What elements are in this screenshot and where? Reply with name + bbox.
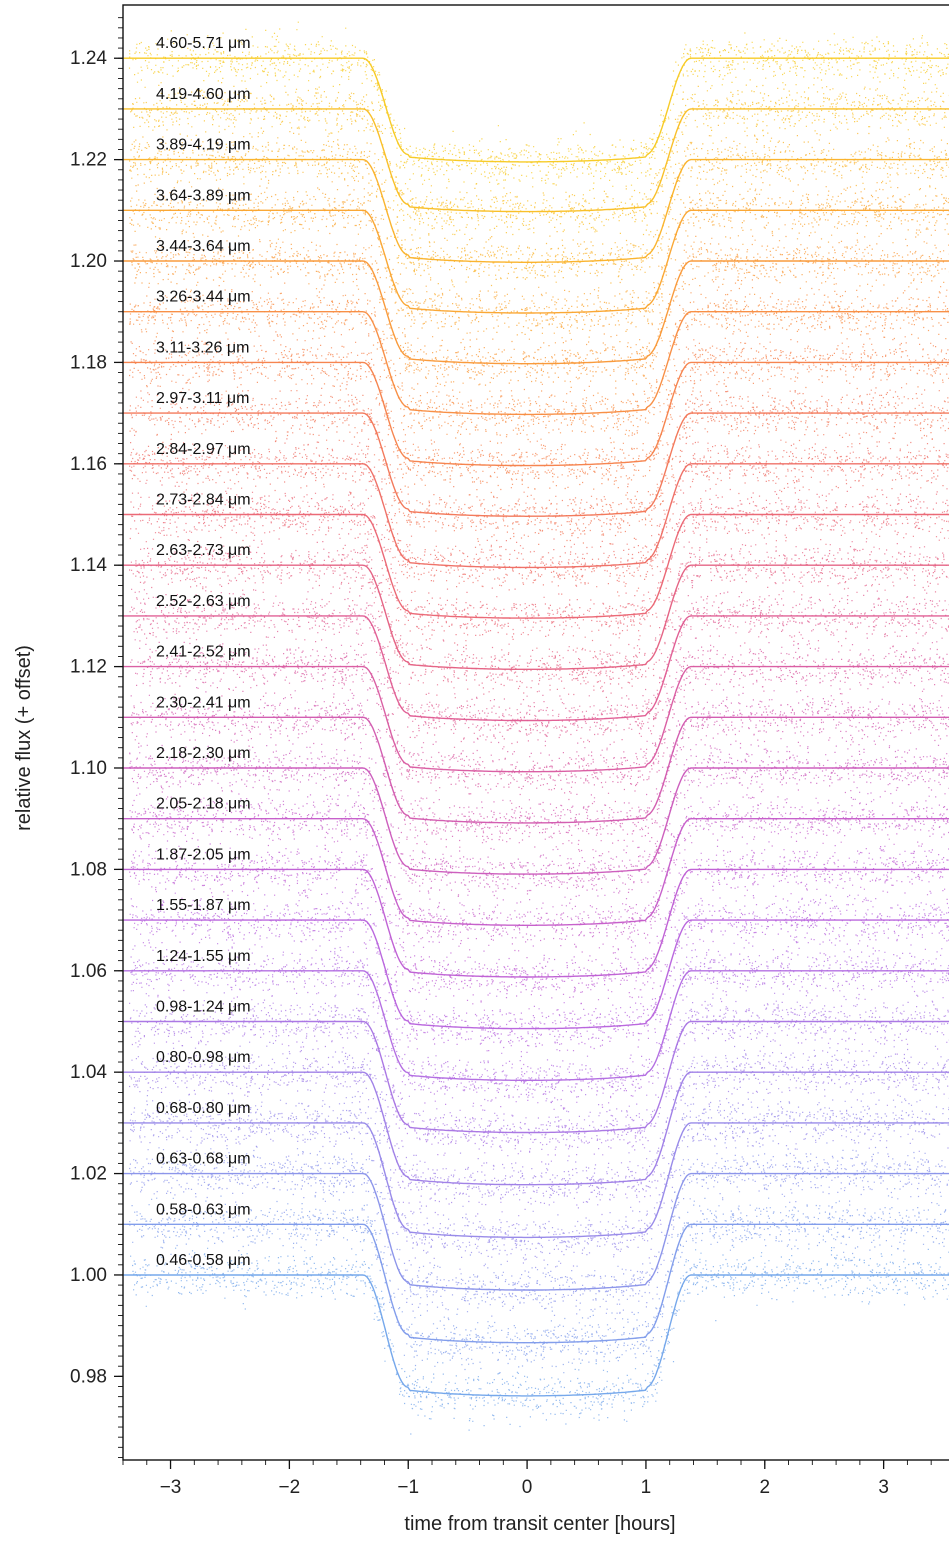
x-axis-label: time from transit center [hours] [404,1513,675,1535]
model-curves-layer [123,57,949,1397]
y-tick-label-1: 1.00 [70,1265,107,1286]
model-curve-3 [123,1122,949,1239]
band-label-18: 3.11-3.26 μm [156,339,249,356]
band-label-2: 0.63-0.68 μm [156,1151,251,1168]
y-tick-label-3: 1.04 [70,1062,107,1083]
model-curve-18 [123,361,949,467]
scatter-points-1 [129,1188,949,1374]
y-tick-label-8: 1.14 [70,555,107,576]
model-curve-9 [123,818,949,926]
band-label-22: 3.89-4.19 μm [156,137,251,154]
band-label-16: 2.84-2.97 μm [156,441,251,458]
model-curve-19 [123,311,949,416]
model-curve-23 [123,108,949,213]
model-curve-0 [123,1274,949,1397]
model-curve-24 [123,57,949,163]
scatter-points-14 [129,529,949,699]
scatter-points-9 [129,782,949,961]
scatter-points-18 [129,322,949,496]
band-labels-layer: 0.46-0.58 μm 0.58-0.63 μm 0.63-0.68 μm 0.68… [156,35,251,1269]
band-label-20: 3.44-3.64 μm [156,238,251,255]
scatter-points-13 [129,575,949,748]
band-label-5: 0.98-1.24 μm [156,999,251,1016]
band-label-12: 2.41-2.52 μm [156,644,251,661]
band-label-1: 0.58-0.63 μm [156,1201,251,1218]
y-tick-label-9: 1.16 [70,454,107,475]
band-label-17: 2.97-3.11 μm [156,390,249,407]
model-curve-6 [123,970,949,1081]
scatter-points-20 [130,224,949,406]
band-label-24: 4.60-5.71 μm [156,35,251,52]
model-curve-4 [123,1071,949,1186]
model-curve-5 [123,1020,949,1134]
y-tick-label-13: 1.24 [70,48,107,69]
x-tick-label-3: 0 [522,1477,533,1498]
y-tick-label-2: 1.02 [70,1164,107,1185]
axes-layer: 0.98 1.00 1.02 1.04 1.06 1.08 1.10 1.12 1.14 1.16… [70,4,949,1498]
model-curve-7 [123,919,949,1030]
scatter-points-17 [129,380,949,545]
scatter-points-4 [129,1039,949,1226]
y-tick-label-6: 1.10 [70,758,107,779]
model-curve-15 [123,513,949,619]
model-curve-13 [123,615,949,722]
model-curve-17 [123,412,949,517]
x-tick-label-0: −3 [160,1477,182,1498]
band-label-7: 1.55-1.87 μm [156,897,251,914]
band-label-23: 4.19-4.60 μm [156,86,251,103]
y-tick-label-12: 1.22 [70,150,107,171]
scatter-points-2 [129,1140,949,1320]
band-label-6: 1.24-1.55 μm [156,948,251,965]
band-label-15: 2.73-2.84 μm [156,492,251,509]
y-axis-label: relative flux (+ offset) [13,645,35,831]
scatter-points-6 [130,939,949,1111]
model-curve-16 [123,463,949,569]
model-curve-2 [123,1172,949,1291]
y-tick-label-7: 1.12 [70,657,107,678]
model-curve-10 [123,767,949,875]
x-tick-label-5: 2 [759,1477,770,1498]
x-tick-label-6: 3 [878,1477,889,1498]
y-tick-label-4: 1.06 [70,961,107,982]
model-curve-22 [123,158,949,263]
x-tick-label-1: −2 [279,1477,301,1498]
scatter-points-19 [129,278,949,446]
band-label-14: 2.63-2.73 μm [156,542,251,559]
model-curve-12 [123,665,949,773]
x-tick-label-4: 1 [641,1477,652,1498]
band-label-19: 3.26-3.44 μm [156,289,251,306]
scatter-points-layer [128,21,949,1435]
model-curve-20 [123,260,949,365]
band-label-10: 2.18-2.30 μm [156,745,251,762]
y-tick-label-0: 0.98 [70,1366,107,1387]
scatter-points-16 [129,427,949,597]
model-curve-11 [123,716,949,824]
band-label-0: 0.46-0.58 μm [156,1252,251,1269]
band-label-4: 0.80-0.98 μm [156,1049,251,1066]
scatter-points-22 [129,123,949,296]
x-tick-label-2: −1 [397,1477,419,1498]
model-curve-14 [123,564,949,670]
model-curve-8 [123,868,949,978]
band-label-3: 0.68-0.80 μm [156,1100,251,1117]
scatter-points-0 [130,1236,949,1435]
model-curve-1 [123,1223,949,1344]
band-label-9: 2.05-2.18 μm [156,796,251,813]
scatter-points-24 [128,21,949,191]
y-tick-label-5: 1.08 [70,859,107,880]
band-label-8: 1.87-2.05 μm [156,846,251,863]
model-curve-21 [123,209,949,314]
scatter-points-3 [129,1089,949,1270]
band-label-13: 2.52-2.63 μm [156,593,251,610]
y-tick-label-10: 1.18 [70,352,107,373]
band-label-11: 2.30-2.41 μm [156,694,251,711]
plot-frame [122,4,949,1461]
y-tick-label-11: 1.20 [70,251,107,272]
scatter-points-7 [129,883,949,1066]
band-label-21: 3.64-3.89 μm [156,187,251,204]
